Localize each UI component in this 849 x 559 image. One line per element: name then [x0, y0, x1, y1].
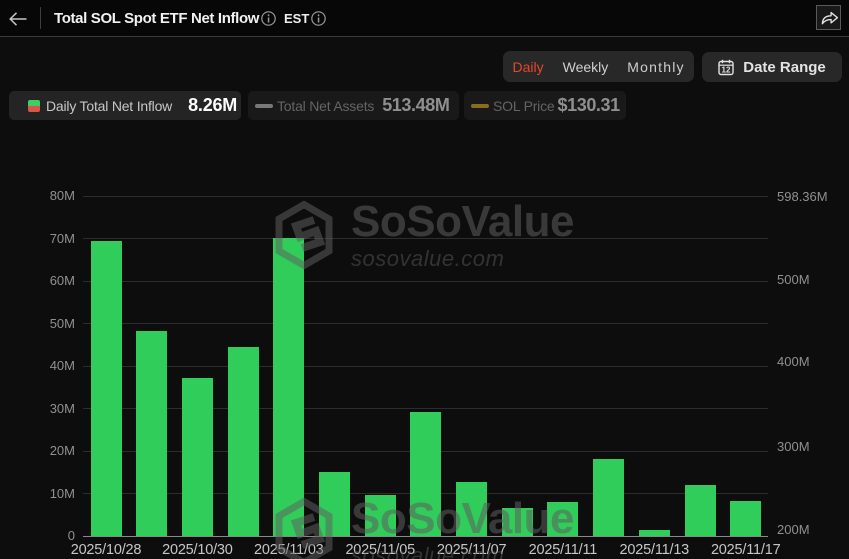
svg-text:12: 12: [722, 65, 731, 74]
